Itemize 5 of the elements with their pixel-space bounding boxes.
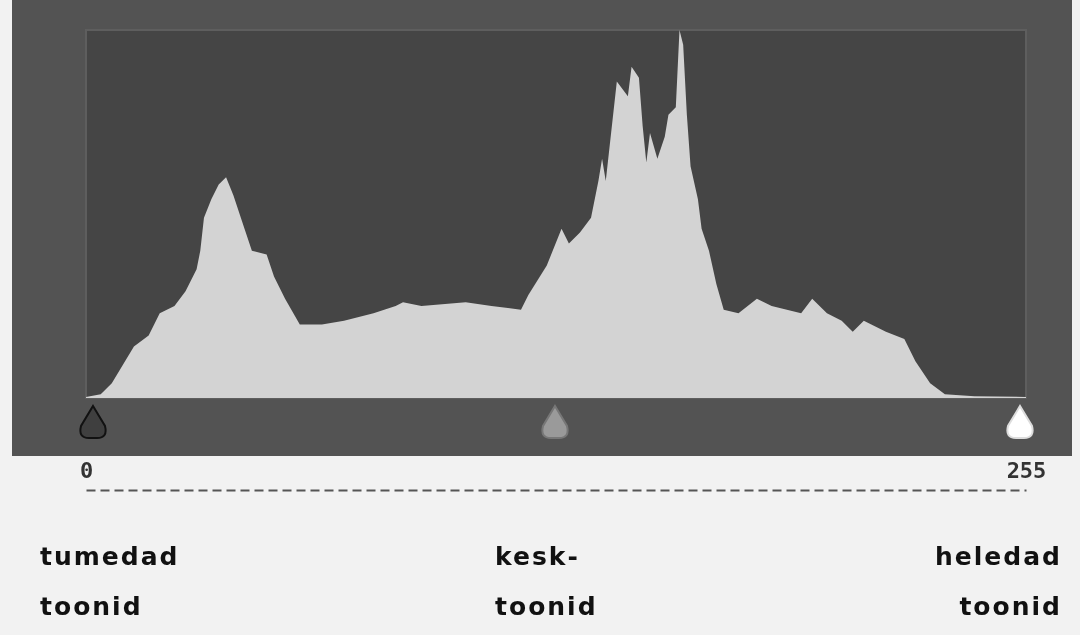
x-tick-label: 255 bbox=[1006, 457, 1047, 483]
text: tumedad toonid bbox=[40, 541, 180, 623]
x-tick-label: 0 bbox=[79, 457, 94, 483]
text: heledad toonid bbox=[935, 541, 1062, 623]
text: kesk- toonid bbox=[495, 541, 598, 623]
